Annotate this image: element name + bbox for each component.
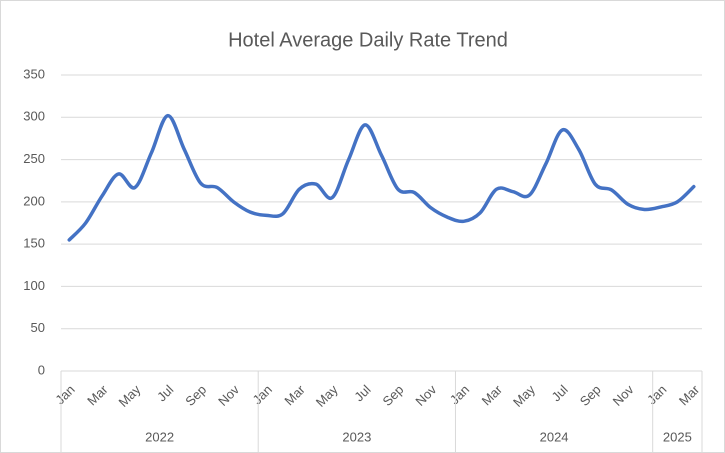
y-tick-label: 300 — [23, 109, 45, 124]
line-series — [67, 113, 696, 242]
group-label: 2024 — [540, 429, 569, 444]
y-tick-label: 0 — [38, 362, 45, 377]
group-label: 2022 — [145, 429, 174, 444]
y-tick-label: 50 — [31, 320, 45, 335]
y-tick-label: 250 — [23, 151, 45, 166]
y-tick-label: 100 — [23, 278, 45, 293]
y-tick-label: 150 — [23, 236, 45, 251]
group-label: 2025 — [663, 429, 692, 444]
chart-title: Hotel Average Daily Rate Trend — [228, 29, 508, 51]
y-tick-label: 200 — [23, 193, 45, 208]
y-tick-label: 350 — [23, 66, 45, 81]
group-label: 2023 — [342, 429, 371, 444]
